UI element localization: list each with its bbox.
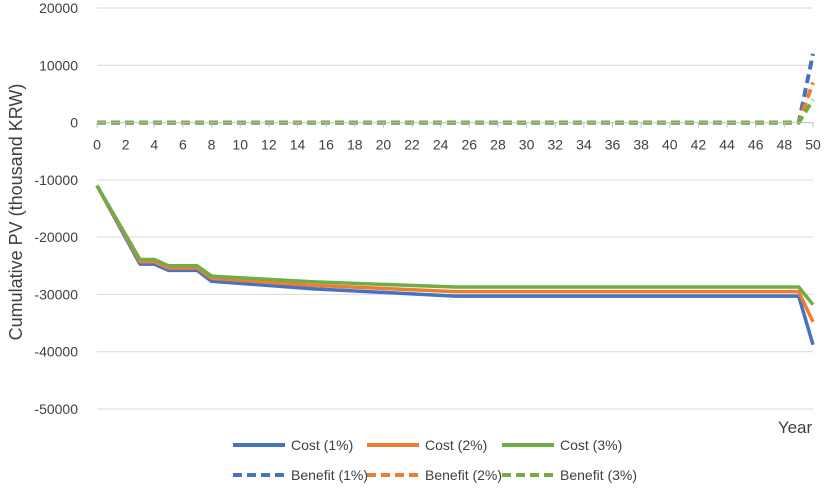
y-tick-label: 10000 — [39, 57, 78, 73]
x-tick-label: 42 — [691, 137, 707, 153]
x-tick-label: 32 — [547, 137, 563, 153]
x-tick-label: 10 — [232, 137, 248, 153]
x-tick-label: 48 — [777, 137, 793, 153]
y-tick-label: 0 — [70, 115, 78, 131]
x-tick-label: 18 — [347, 137, 363, 153]
legend-label: Benefit (2%) — [425, 467, 502, 483]
y-tick-label: -10000 — [34, 172, 78, 188]
x-tick-label: 22 — [404, 137, 420, 153]
series-line — [95, 184, 815, 346]
series-line — [97, 81, 815, 125]
x-tick-label: 46 — [748, 137, 764, 153]
x-tick-label: 14 — [290, 137, 306, 153]
x-tick-label: 28 — [490, 137, 506, 153]
x-tick-label: 38 — [633, 137, 649, 153]
x-tick-label: 30 — [519, 137, 535, 153]
legend-label: Cost (1%) — [291, 437, 353, 453]
legend-label: Benefit (1%) — [291, 467, 368, 483]
x-tick-label: 4 — [150, 137, 158, 153]
y-tick-label: -40000 — [34, 344, 78, 360]
x-axis-title: Year — [778, 418, 813, 437]
y-tick-labels: 20000 10000 0 -10000 -20000 -30000 -40000 -5000… — [34, 0, 78, 417]
grid-lines — [97, 7, 813, 410]
x-tick-label: 40 — [662, 137, 678, 153]
x-tick-label: 8 — [208, 137, 216, 153]
x-tick-label: 50 — [805, 137, 821, 153]
x-tick-label: 2 — [122, 137, 130, 153]
x-tick-label: 34 — [576, 137, 592, 153]
legend-label: Benefit (3%) — [560, 467, 637, 483]
x-tick-label: 0 — [93, 137, 101, 153]
series-line — [95, 184, 815, 323]
x-tick-label: 24 — [433, 137, 449, 153]
series-line — [97, 53, 815, 125]
series-line — [97, 98, 815, 125]
legend: Cost (1%) Cost (2%) Cost (3%) Benefit (1%) B… — [233, 437, 637, 483]
x-tick-label: 20 — [376, 137, 392, 153]
y-tick-label: -20000 — [34, 229, 78, 245]
legend-label: Cost (2%) — [425, 437, 487, 453]
x-tick-label: 6 — [179, 137, 187, 153]
series-lines — [95, 53, 815, 346]
y-tick-label: 20000 — [39, 0, 78, 16]
series-line — [95, 184, 815, 306]
x-tick-label: 44 — [719, 137, 735, 153]
y-tick-label: -50000 — [34, 401, 78, 417]
x-tick-label: 16 — [318, 137, 334, 153]
x-tick-label: 12 — [261, 137, 277, 153]
y-tick-label: -30000 — [34, 286, 78, 302]
x-tick-label: 26 — [462, 137, 478, 153]
x-axis — [96, 122, 814, 128]
y-axis-title: Cumulative PV (thousand KRW) — [6, 84, 26, 341]
legend-label: Cost (3%) — [560, 437, 622, 453]
x-tick-labels: 0 2 4 6 8 10 12 14 16 18 20 22 24 26 28 30 32 34 36 38 40 42 4… — [93, 137, 821, 153]
x-tick-label: 36 — [605, 137, 621, 153]
